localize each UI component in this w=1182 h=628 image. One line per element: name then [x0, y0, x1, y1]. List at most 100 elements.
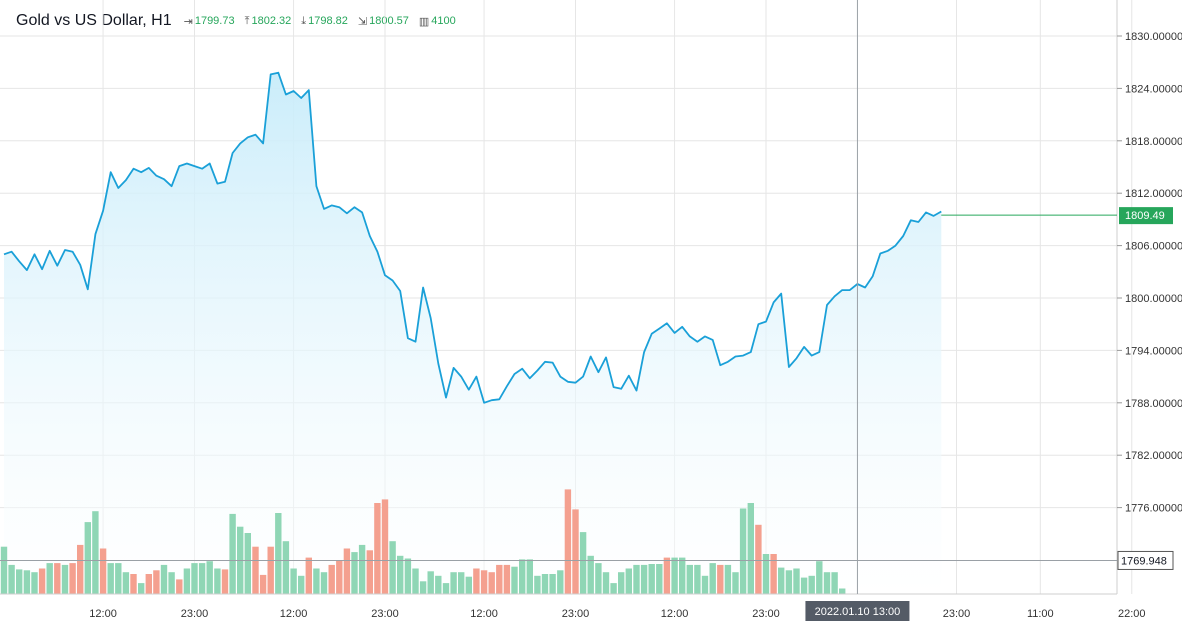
high-icon: ⤒ [244, 14, 250, 27]
volume-bar [244, 533, 251, 594]
volume-bar [267, 546, 274, 594]
volume-bar [587, 555, 594, 594]
volume-bar [259, 574, 267, 594]
volume-bar [0, 546, 8, 594]
volume-bar [419, 581, 427, 594]
symbol-title: Gold vs US Dollar, H1 [16, 12, 172, 29]
volume-bar [214, 568, 221, 594]
volume-bar [138, 583, 145, 594]
volume-bar [69, 563, 76, 594]
volume-bar [526, 559, 533, 594]
volume-bar [541, 574, 549, 594]
volume-bar [38, 568, 46, 594]
y-tick-label: 1776.00000 [1125, 503, 1182, 515]
price-line-group [3, 71, 942, 404]
volume-bar [130, 574, 137, 594]
stat-close: ⇲ 1800.57 [358, 15, 409, 28]
stat-low: ⤓ 1798.82 [301, 15, 348, 28]
volume-bar [534, 575, 541, 594]
volume-bar [793, 568, 800, 594]
volume-bar [84, 522, 91, 594]
price-area-fill [4, 72, 942, 594]
price-area [4, 72, 942, 594]
volume-bar [351, 552, 358, 594]
volume-bar [381, 499, 389, 594]
volume-bar [648, 564, 655, 594]
volume-bar [755, 524, 762, 594]
volume-bar [816, 561, 823, 594]
volume-bar [305, 557, 312, 594]
volume-bar [717, 564, 724, 594]
volume-bar [770, 554, 777, 594]
y-tick-label: 1782.00000 [1125, 450, 1182, 462]
volume-bar [694, 564, 701, 594]
volume-bar [198, 563, 206, 594]
volume-bar [473, 568, 480, 594]
close-icon: ⇲ [357, 15, 368, 28]
crosshair-time-label: 2022.01.10 13:00 [815, 606, 901, 618]
volume-bar [496, 564, 503, 594]
volume-bar [320, 572, 328, 594]
volume-bar [671, 557, 678, 594]
volume-bar [290, 568, 297, 594]
volume-bar [762, 554, 770, 594]
volume-bar [31, 572, 38, 594]
volume-bar [54, 563, 61, 594]
volume-bar [282, 541, 290, 594]
volume-bar [778, 567, 785, 594]
volume-bar [397, 555, 404, 594]
volume-bar [633, 564, 640, 594]
volume-bar [519, 559, 526, 594]
volume-bar [480, 570, 488, 594]
volume-bar [610, 583, 617, 594]
volume-bar [488, 572, 495, 594]
volume-bar [579, 532, 587, 594]
volume-bar [229, 513, 236, 594]
stat-high: ⤒ 1802.32 [245, 15, 292, 28]
volume-bar [572, 509, 579, 594]
volume-bar [77, 544, 84, 594]
volume-bar [366, 550, 373, 594]
volume-bar [557, 570, 564, 594]
volume-bar [122, 572, 130, 594]
volume-bar [183, 568, 191, 594]
volume-bar [99, 548, 107, 594]
y-tick-label: 1800.00000 [1125, 293, 1182, 305]
volume-bar [336, 560, 343, 594]
y-tick-label: 1812.00000 [1125, 188, 1182, 200]
volume-bar [206, 561, 213, 594]
volume-bar [404, 558, 412, 594]
volume-bars [0, 489, 846, 595]
stat-volume: ▥ 4100 [419, 15, 456, 28]
x-tick-label: 23:00 [181, 608, 209, 620]
crosshair-time-box [805, 601, 910, 621]
volume-bar [450, 572, 457, 594]
volume-bar [663, 557, 671, 594]
volume-bar [709, 563, 716, 594]
volume-bar [701, 575, 709, 594]
volume-bar [732, 572, 739, 594]
volume-bar [298, 575, 305, 594]
x-tick-label: 22:00 [1118, 608, 1146, 620]
volume-bar [442, 583, 450, 594]
y-tick-label: 1788.00000 [1125, 398, 1182, 410]
x-tick-label: 12:00 [661, 608, 689, 620]
volume-bar [465, 576, 472, 594]
volume-bar [503, 564, 511, 594]
x-tick-label: 12:00 [470, 608, 498, 620]
volume-bar [747, 503, 754, 594]
volume-bar [176, 579, 183, 594]
volume-bar [679, 557, 686, 594]
volume-bar [640, 564, 648, 594]
volume-bar [168, 572, 175, 594]
volume-bar [458, 572, 465, 594]
last-price-label: 1809.49 [1125, 210, 1165, 222]
stat-volume-value: 4100 [431, 15, 456, 27]
volume-bar [153, 570, 160, 594]
x-tick-label: 23:00 [562, 608, 590, 620]
volume-bar [46, 563, 53, 594]
y-tick-label: 1794.00000 [1125, 345, 1182, 357]
volume-bar [374, 503, 381, 594]
